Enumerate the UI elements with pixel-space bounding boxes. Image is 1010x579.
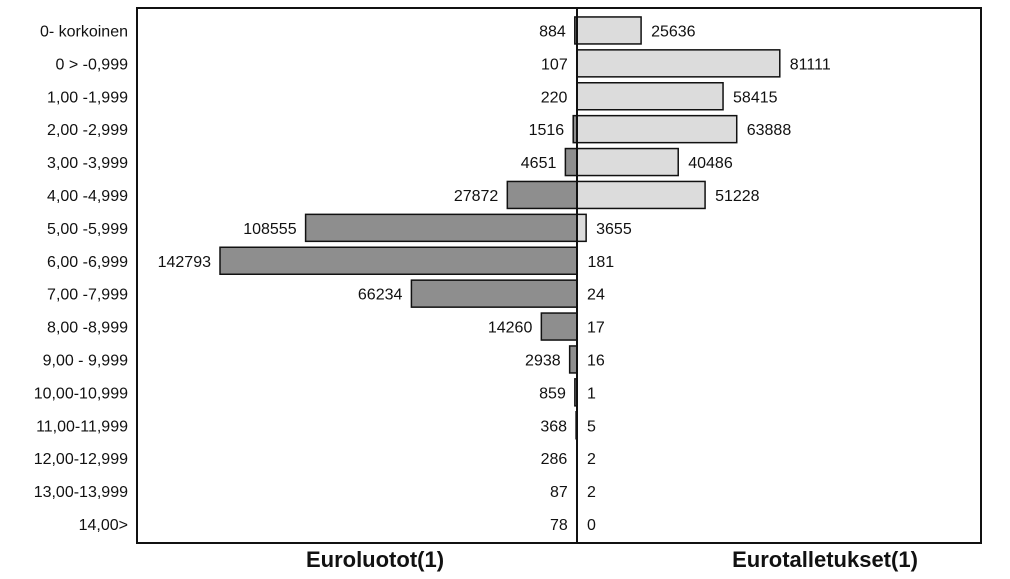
loans-value-label: 66234 — [358, 287, 403, 304]
deposits-bar — [576, 49, 781, 78]
deposits-bar — [576, 147, 679, 177]
loans-value-label: 1516 — [529, 122, 565, 139]
category-label: 5,00 -5,999 — [47, 221, 128, 238]
loans-value-label: 14260 — [488, 320, 533, 337]
deposits-value-label: 81111 — [790, 56, 831, 73]
loans-bar — [506, 180, 578, 210]
category-label: 14,00> — [79, 517, 128, 534]
deposits-value-label: 51228 — [715, 188, 760, 205]
loans-bar — [540, 312, 578, 341]
deposits-value-label: 181 — [587, 254, 614, 271]
loans-value-label: 108555 — [243, 221, 296, 238]
deposits-bar — [576, 114, 738, 144]
loans-bar — [219, 246, 578, 275]
category-label: 11,00-11,999 — [36, 418, 128, 435]
deposits-value-label: 25636 — [651, 23, 696, 40]
loans-value-label: 78 — [550, 517, 568, 534]
loans-value-label: 2938 — [525, 352, 561, 369]
left-series-label: Euroluotot(1) — [306, 547, 444, 572]
deposits-value-label: 2 — [587, 484, 596, 501]
deposits-value-label: 24 — [587, 287, 605, 304]
category-label: 8,00 -8,999 — [47, 320, 128, 337]
loans-value-label: 142793 — [158, 254, 211, 271]
category-label: 0- korkoinen — [40, 23, 128, 40]
category-label: 2,00 -2,999 — [47, 122, 128, 139]
loans-value-label: 4651 — [521, 155, 557, 172]
deposits-bar — [576, 16, 642, 45]
right-series-label: Eurotalletukset(1) — [732, 547, 918, 572]
deposits-value-label: 3655 — [596, 221, 632, 238]
deposits-value-label: 1 — [587, 385, 596, 402]
deposits-value-label: 5 — [587, 418, 596, 435]
deposits-value-label: 0 — [587, 517, 596, 534]
category-label: 1,00 -1,999 — [47, 89, 128, 106]
category-label: 0 > -0,999 — [56, 56, 129, 73]
loans-value-label: 884 — [539, 23, 566, 40]
deposits-value-label: 2 — [587, 451, 596, 468]
loans-value-label: 27872 — [454, 188, 499, 205]
deposits-bar — [576, 82, 724, 111]
category-labels: 0- korkoinen 0 > -0,999 1,00 -1,999 2,00 -2… — [34, 23, 128, 534]
category-label: 9,00 - 9,999 — [43, 352, 129, 369]
deposits-value-label: 40486 — [688, 155, 733, 172]
loans-value-label: 368 — [540, 418, 567, 435]
category-label: 3,00 -3,999 — [47, 155, 128, 172]
deposits-value-label: 58415 — [733, 89, 778, 106]
category-label: 7,00 -7,999 — [47, 287, 128, 304]
deposits-value-label: 16 — [587, 352, 605, 369]
plot-frame — [136, 7, 982, 544]
category-label: 10,00-10,999 — [34, 385, 128, 402]
loans-value-label: 286 — [541, 451, 568, 468]
loans-value-label: 859 — [539, 385, 566, 402]
category-label: 4,00 -4,999 — [47, 188, 128, 205]
loans-bar — [564, 147, 578, 177]
loans-value-label: 107 — [541, 56, 568, 73]
deposits-bar — [576, 213, 587, 243]
loans-value-label: 87 — [550, 484, 568, 501]
deposits-value-label: 63888 — [747, 122, 792, 139]
loans-value-label: 220 — [541, 89, 568, 106]
loans-bar — [568, 345, 578, 374]
loans-bar — [410, 279, 578, 308]
deposits-value-label: 17 — [587, 320, 605, 337]
category-label: 6,00 -6,999 — [47, 254, 128, 271]
category-label: 12,00-12,999 — [34, 451, 128, 468]
deposits-bar — [576, 180, 706, 210]
category-label: 13,00-13,999 — [34, 484, 128, 501]
loans-bar — [304, 213, 578, 243]
